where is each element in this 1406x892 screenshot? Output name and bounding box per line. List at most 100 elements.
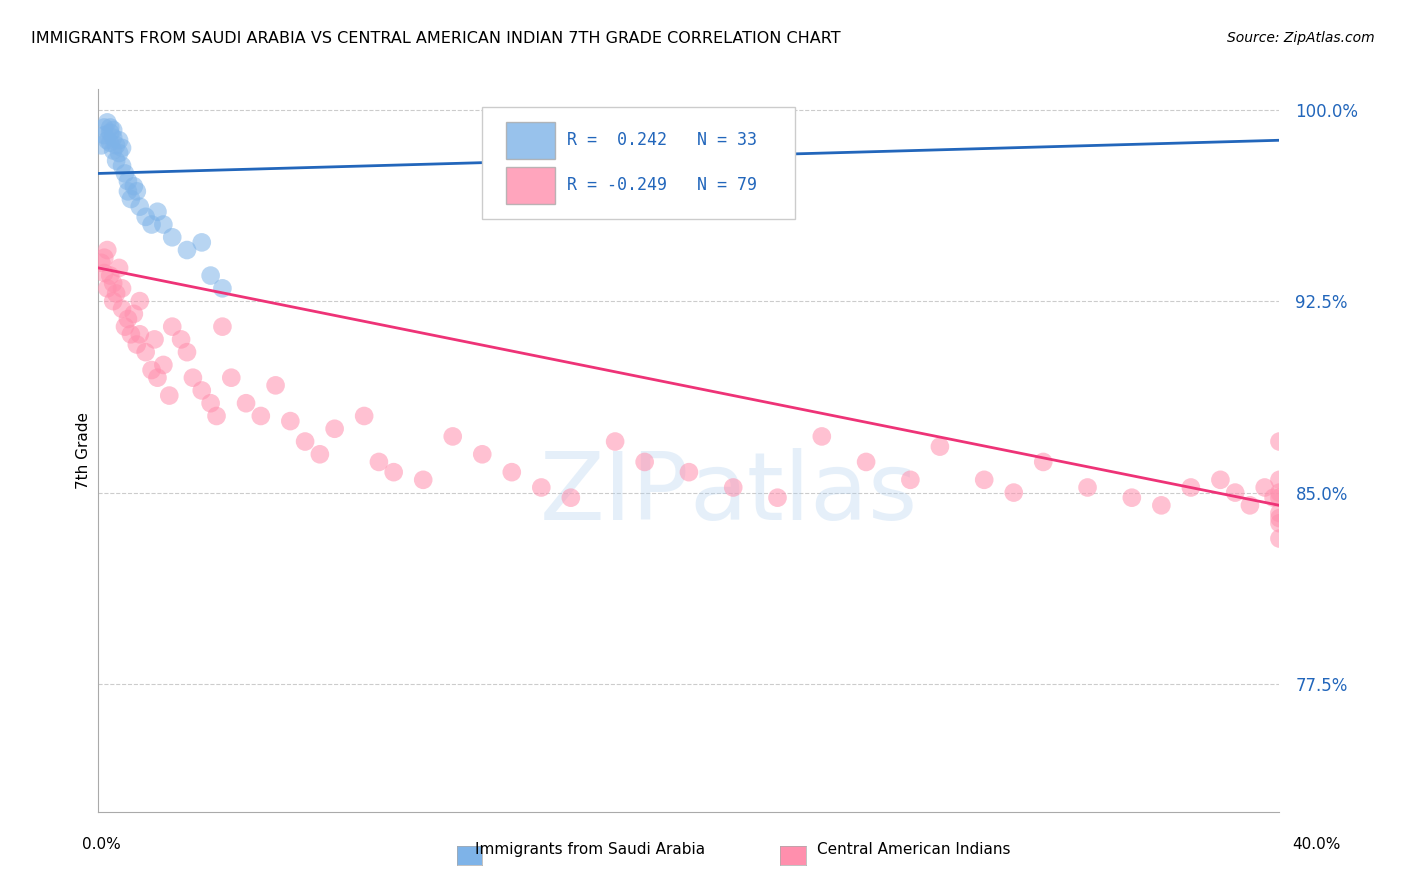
Point — [900, 473, 922, 487]
Point — [170, 332, 193, 346]
Point — [176, 345, 198, 359]
Point — [141, 363, 163, 377]
Point — [90, 138, 112, 153]
Point — [111, 141, 134, 155]
FancyBboxPatch shape — [482, 107, 796, 219]
Point — [103, 144, 125, 158]
Point — [1225, 485, 1247, 500]
Point — [162, 319, 183, 334]
Point — [1150, 499, 1173, 513]
Point — [125, 184, 148, 198]
Point — [471, 447, 494, 461]
FancyBboxPatch shape — [506, 121, 555, 160]
Point — [1268, 491, 1291, 505]
Text: Immigrants from Saudi Arabia: Immigrants from Saudi Arabia — [475, 842, 706, 856]
Point — [111, 281, 134, 295]
Point — [191, 235, 214, 250]
Point — [560, 491, 582, 505]
Point — [678, 465, 700, 479]
Point — [181, 370, 204, 384]
Y-axis label: 7th Grade: 7th Grade — [76, 412, 91, 489]
Point — [1268, 511, 1291, 525]
Point — [108, 260, 131, 275]
Point — [143, 332, 166, 346]
Point — [103, 294, 125, 309]
Point — [250, 409, 273, 423]
Point — [114, 166, 136, 180]
Point — [605, 434, 627, 449]
Point — [93, 251, 115, 265]
Point — [111, 159, 134, 173]
Point — [441, 429, 464, 443]
Point — [211, 281, 233, 295]
Text: Source: ZipAtlas.com: Source: ZipAtlas.com — [1227, 31, 1375, 45]
Point — [1180, 481, 1202, 495]
Point — [264, 378, 287, 392]
Point — [1268, 532, 1291, 546]
Point — [1077, 481, 1099, 495]
Point — [1032, 455, 1054, 469]
Point — [96, 243, 118, 257]
Point — [723, 481, 745, 495]
Point — [152, 218, 174, 232]
Point — [530, 481, 553, 495]
Point — [1209, 473, 1232, 487]
Point — [191, 384, 214, 398]
Point — [280, 414, 302, 428]
Point — [128, 327, 150, 342]
Point — [90, 256, 112, 270]
Point — [146, 370, 169, 384]
Point — [323, 422, 346, 436]
Point — [157, 388, 180, 402]
Point — [200, 396, 222, 410]
Point — [135, 345, 157, 359]
Point — [1268, 473, 1291, 487]
Point — [200, 268, 222, 283]
Point — [309, 447, 332, 461]
Text: Central American Indians: Central American Indians — [817, 842, 1011, 856]
Point — [205, 409, 228, 423]
Point — [353, 409, 375, 423]
Point — [96, 281, 118, 295]
Point — [98, 120, 121, 135]
Point — [1268, 434, 1291, 449]
Point — [98, 136, 121, 150]
Text: 0.0%: 0.0% — [82, 838, 121, 852]
Point — [1002, 485, 1025, 500]
Point — [125, 337, 148, 351]
Text: IMMIGRANTS FROM SAUDI ARABIA VS CENTRAL AMERICAN INDIAN 7TH GRADE CORRELATION CH: IMMIGRANTS FROM SAUDI ARABIA VS CENTRAL … — [31, 31, 841, 46]
Point — [162, 230, 183, 244]
Point — [122, 179, 145, 194]
Point — [105, 286, 128, 301]
Point — [103, 277, 125, 291]
Point — [221, 370, 243, 384]
Point — [120, 327, 142, 342]
Point — [929, 440, 952, 454]
Point — [96, 133, 118, 147]
Point — [98, 268, 121, 283]
Point — [122, 307, 145, 321]
Point — [105, 153, 128, 168]
Text: atlas: atlas — [689, 448, 917, 540]
Point — [96, 115, 118, 129]
Point — [1268, 485, 1291, 500]
Point — [103, 123, 125, 137]
Point — [108, 133, 131, 147]
Point — [766, 491, 789, 505]
Point — [141, 218, 163, 232]
Point — [128, 294, 150, 309]
Point — [120, 192, 142, 206]
Point — [294, 434, 316, 449]
Point — [1239, 499, 1261, 513]
Text: ZIP: ZIP — [540, 448, 689, 540]
Point — [634, 455, 657, 469]
Point — [1254, 481, 1277, 495]
FancyBboxPatch shape — [506, 167, 555, 204]
Point — [93, 128, 115, 143]
Point — [501, 465, 523, 479]
Point — [1121, 491, 1143, 505]
Point — [412, 473, 434, 487]
Point — [973, 473, 995, 487]
Text: R = -0.249   N = 79: R = -0.249 N = 79 — [567, 177, 758, 194]
Point — [1268, 516, 1291, 531]
